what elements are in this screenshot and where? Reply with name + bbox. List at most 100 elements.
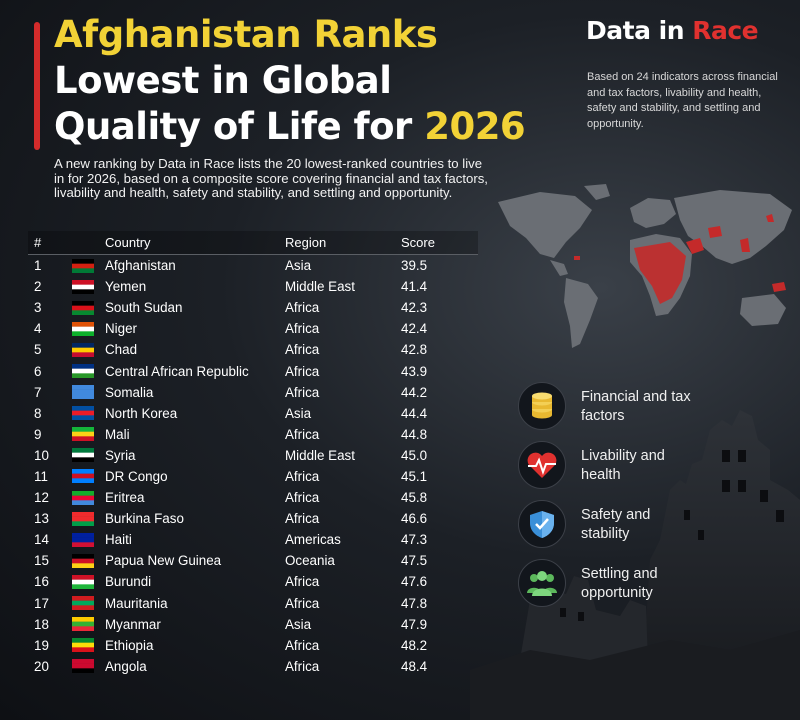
flag-icon xyxy=(72,385,94,400)
flag-cell xyxy=(72,427,105,442)
score-cell: 47.5 xyxy=(401,553,428,569)
flag-cell xyxy=(72,574,105,589)
flag-icon xyxy=(72,406,94,421)
country-cell: South Sudan xyxy=(105,300,183,316)
rank-cell: 11 xyxy=(34,468,48,484)
table-row: 17 Mauritania Africa 47.8 xyxy=(28,593,478,614)
flag-cell xyxy=(72,300,105,315)
region-cell: Africa xyxy=(285,511,320,527)
country-cell: Burundi xyxy=(105,574,152,590)
flag-icon xyxy=(72,574,94,589)
header-rank: # xyxy=(34,235,42,250)
table-row: 14 Haiti Americas 47.3 xyxy=(28,529,478,550)
country-cell: Haiti xyxy=(105,532,132,548)
flag-icon xyxy=(72,448,94,463)
country-cell: Yemen xyxy=(105,279,147,295)
coins-icon xyxy=(518,382,566,430)
flag-cell xyxy=(72,342,105,357)
flag-cell xyxy=(72,638,105,653)
flag-cell xyxy=(72,385,105,400)
factor-label-settling: Settling and opportunity xyxy=(581,566,658,601)
factor-financial: Financial and tax factors xyxy=(518,382,778,441)
score-cell: 43.9 xyxy=(401,363,428,379)
title-line-2: Lowest in Global xyxy=(54,59,392,102)
factor-list: Financial and tax factors Livability and… xyxy=(518,382,778,618)
title-year: 2026 xyxy=(424,105,526,148)
region-cell: Africa xyxy=(285,342,320,358)
region-cell: Americas xyxy=(285,532,341,548)
title-line-1: Afghanistan Ranks xyxy=(54,13,438,56)
table-row: 13 Burkina Faso Africa 46.6 xyxy=(28,508,478,529)
flag-icon xyxy=(72,553,94,568)
country-cell: Niger xyxy=(105,321,137,337)
rank-cell: 2 xyxy=(34,279,42,295)
region-cell: Africa xyxy=(285,321,320,337)
table-row: 7 Somalia Africa 44.2 xyxy=(28,382,478,403)
region-cell: Africa xyxy=(285,637,320,653)
region-cell: Africa xyxy=(285,426,320,442)
flag-cell xyxy=(72,617,105,632)
brand-note: Based on 24 indicators across financial … xyxy=(587,71,778,130)
rank-cell: 3 xyxy=(34,300,42,316)
table-row: 6 Central African Republic Africa 43.9 xyxy=(28,360,478,381)
flag-cell xyxy=(72,659,105,674)
flag-cell xyxy=(72,321,105,336)
flag-icon xyxy=(72,279,94,294)
header-region: Region xyxy=(285,235,327,250)
table-row: 10 Syria Middle East 45.0 xyxy=(28,445,478,466)
table-row: 8 North Korea Asia 44.4 xyxy=(28,403,478,424)
flag-icon xyxy=(72,596,94,611)
rank-cell: 8 xyxy=(34,405,42,421)
country-cell: Myanmar xyxy=(105,616,161,632)
accent-bar xyxy=(34,22,40,150)
table-header: # Country Region Score xyxy=(28,231,478,255)
flag-icon xyxy=(72,532,94,547)
factor-livability: Livability and health xyxy=(518,441,778,500)
rank-cell: 10 xyxy=(34,447,49,463)
flag-icon xyxy=(72,511,94,526)
country-cell: DR Congo xyxy=(105,468,168,484)
flag-cell xyxy=(72,448,105,463)
score-cell: 44.2 xyxy=(401,384,428,400)
region-cell: Africa xyxy=(285,468,320,484)
table-row: 1 Afghanistan Asia 39.5 xyxy=(28,255,478,276)
table-row: 15 Papua New Guinea Oceania 47.5 xyxy=(28,550,478,571)
title-line-3: Quality of Life for 2026 xyxy=(54,104,526,150)
rank-cell: 16 xyxy=(34,574,49,590)
flag-cell xyxy=(72,279,105,294)
factor-safety: Safety and stability xyxy=(518,500,778,559)
rank-cell: 6 xyxy=(34,363,42,379)
rank-cell: 17 xyxy=(34,595,49,611)
table-row: 18 Myanmar Asia 47.9 xyxy=(28,614,478,635)
score-cell: 44.4 xyxy=(401,405,428,421)
factor-label-safety: Safety and stability xyxy=(581,507,651,542)
country-cell: Mauritania xyxy=(105,595,168,611)
flag-icon xyxy=(72,321,94,336)
flag-cell xyxy=(72,364,105,379)
table-row: 16 Burundi Africa 47.6 xyxy=(28,571,478,592)
map-highlight-africa xyxy=(634,242,686,304)
country-cell: North Korea xyxy=(105,405,178,421)
rank-cell: 13 xyxy=(34,511,49,527)
flag-icon xyxy=(72,427,94,442)
score-cell: 48.4 xyxy=(401,658,428,674)
country-cell: Somalia xyxy=(105,384,154,400)
country-cell: Chad xyxy=(105,342,138,358)
region-cell: Middle East xyxy=(285,447,355,463)
country-cell: Afghanistan xyxy=(105,258,176,274)
region-cell: Asia xyxy=(285,258,312,274)
region-cell: Africa xyxy=(285,384,320,400)
factor-settling: Settling and opportunity xyxy=(518,559,778,618)
flag-cell xyxy=(72,532,105,547)
flag-icon xyxy=(72,364,94,379)
flag-cell xyxy=(72,511,105,526)
table-body: 1 Afghanistan Asia 39.5 2 Yemen Middle East 41.… xyxy=(28,255,478,677)
score-cell: 47.8 xyxy=(401,595,428,611)
region-cell: Africa xyxy=(285,490,320,506)
country-cell: Syria xyxy=(105,447,136,463)
world-map-image xyxy=(498,184,792,348)
flag-cell xyxy=(72,596,105,611)
score-cell: 39.5 xyxy=(401,258,428,274)
map-highlight-afghanistan xyxy=(708,226,722,238)
brand-name-part2: Race xyxy=(692,16,759,45)
